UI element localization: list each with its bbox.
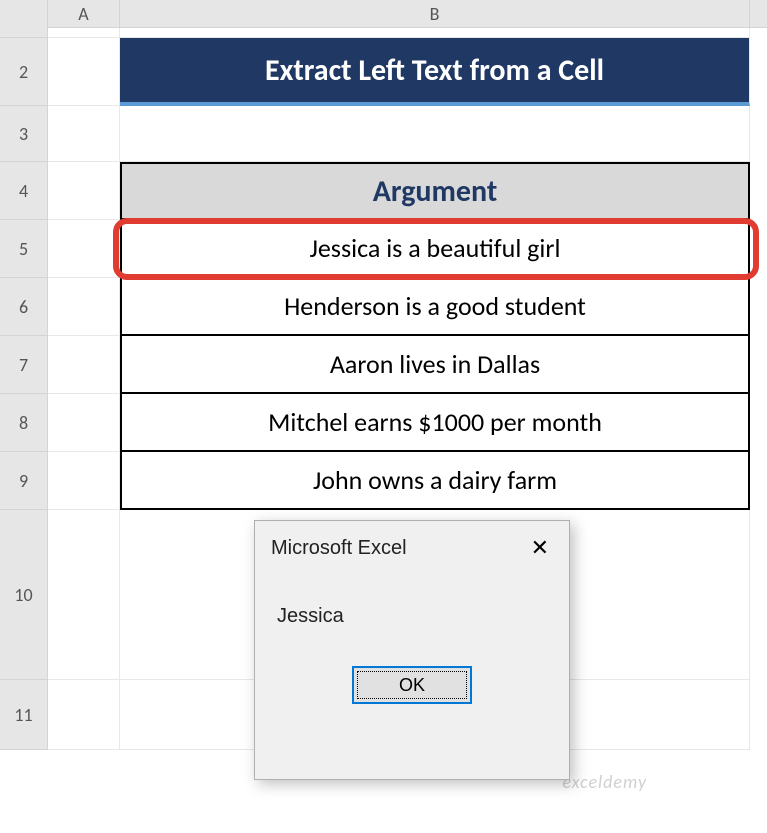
column-headers: A B: [0, 0, 767, 28]
cell-a4[interactable]: [48, 162, 120, 220]
table-row[interactable]: Henderson is a good student: [120, 278, 750, 336]
cell-b3[interactable]: [120, 106, 750, 162]
row-header-8[interactable]: 8: [0, 394, 48, 452]
ok-button[interactable]: OK: [352, 666, 472, 704]
select-all-corner[interactable]: [0, 0, 48, 28]
row-header-2[interactable]: 2: [0, 38, 48, 106]
row-header-7[interactable]: 7: [0, 336, 48, 394]
title-cell[interactable]: Extract Left Text from a Cell: [120, 38, 750, 106]
row-header-6[interactable]: 6: [0, 278, 48, 336]
cell-a7[interactable]: [48, 336, 120, 394]
dialog-titlebar[interactable]: Microsoft Excel ✕: [255, 521, 569, 575]
table-row[interactable]: John owns a dairy farm: [120, 452, 750, 510]
row-header-11[interactable]: 11: [0, 680, 48, 750]
row-header-9[interactable]: 9: [0, 452, 48, 510]
row-header-4[interactable]: 4: [0, 162, 48, 220]
row-header-3[interactable]: 3: [0, 106, 48, 162]
cell-a9[interactable]: [48, 452, 120, 510]
msgbox-dialog: Microsoft Excel ✕ Jessica OK: [254, 520, 570, 780]
dialog-buttons: OK: [255, 638, 569, 722]
cell-a5[interactable]: [48, 220, 120, 278]
col-header-b[interactable]: B: [120, 0, 750, 27]
table-row[interactable]: Aaron lives in Dallas: [120, 336, 750, 394]
cell-a6[interactable]: [48, 278, 120, 336]
cell-a8[interactable]: [48, 394, 120, 452]
row-header-5[interactable]: 5: [0, 220, 48, 278]
cell-a10[interactable]: [48, 510, 120, 680]
cell-a11[interactable]: [48, 680, 120, 750]
dialog-message: Jessica: [255, 575, 569, 638]
table-header[interactable]: Argument: [120, 162, 750, 220]
table-row[interactable]: Jessica is a beautiful girl: [120, 220, 750, 278]
cell-a3[interactable]: [48, 106, 120, 162]
row-header-hidden[interactable]: [0, 28, 48, 38]
close-icon[interactable]: ✕: [521, 531, 559, 565]
row-header-10[interactable]: 10: [0, 510, 48, 680]
cell-a2[interactable]: [48, 38, 120, 106]
table-row[interactable]: Mitchel earns $1000 per month: [120, 394, 750, 452]
dialog-title: Microsoft Excel: [271, 537, 407, 560]
watermark: exceldemy: [562, 771, 647, 793]
col-header-a[interactable]: A: [48, 0, 120, 27]
